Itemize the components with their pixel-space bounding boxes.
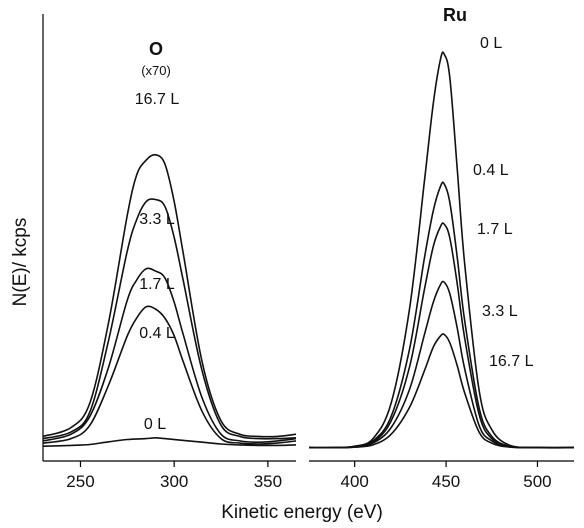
curves-layer — [42, 51, 575, 449]
ruthenium-series-line — [308, 181, 575, 449]
x-tick-label: 300 — [160, 472, 188, 491]
oxygen-series-line — [42, 305, 297, 445]
ruthenium-series-line — [308, 280, 575, 449]
x-tick-label: 350 — [254, 472, 282, 491]
ruthenium-series-line — [308, 51, 575, 449]
x-tick-label: 500 — [523, 472, 551, 491]
x-tick-label: 450 — [432, 472, 460, 491]
oxygen-series-label: 1.7 L — [139, 276, 175, 293]
x-tick-label: 250 — [66, 472, 94, 491]
ticks-layer: 250 300 350 400 450 500 — [66, 461, 552, 491]
oxygen-series-label: 0 L — [144, 416, 166, 433]
labels-layer: O (x70) Ru 16.7 L 3.3 L 1.7 L 0.4 L 0 L 0 L 0.… — [135, 5, 534, 433]
ruthenium-series-label: 16.7 L — [489, 353, 534, 370]
oxygen-series-label: 16.7 L — [135, 91, 180, 108]
ruthenium-series-label: 0.4 L — [473, 162, 509, 179]
ruthenium-series-label: 0 L — [480, 35, 502, 52]
x-axis-title: Kinetic energy (eV) — [221, 502, 383, 523]
oxygen-series-line — [42, 198, 297, 440]
ruthenium-series-label: 1.7 L — [477, 221, 513, 238]
oxygen-series-line — [42, 153, 297, 438]
x-tick-label: 400 — [341, 472, 369, 491]
ruthenium-series-label: 3.3 L — [482, 303, 518, 320]
oxygen-series-label: 3.3 L — [139, 211, 175, 228]
oxygen-scale-factor: (x70) — [141, 63, 171, 78]
ruthenium-series-line — [308, 333, 575, 449]
oxygen-panel-title: O — [149, 39, 163, 59]
ruthenium-panel-title: Ru — [443, 5, 467, 25]
oxygen-series-line — [42, 437, 297, 447]
oxygen-series-label: 0.4 L — [139, 325, 175, 342]
y-axis-title: N(E)/ kcps — [10, 218, 31, 307]
axes-layer: N(E)/ kcps Kinetic energy (eV) — [10, 14, 574, 523]
oxygen-series-line — [42, 267, 297, 443]
